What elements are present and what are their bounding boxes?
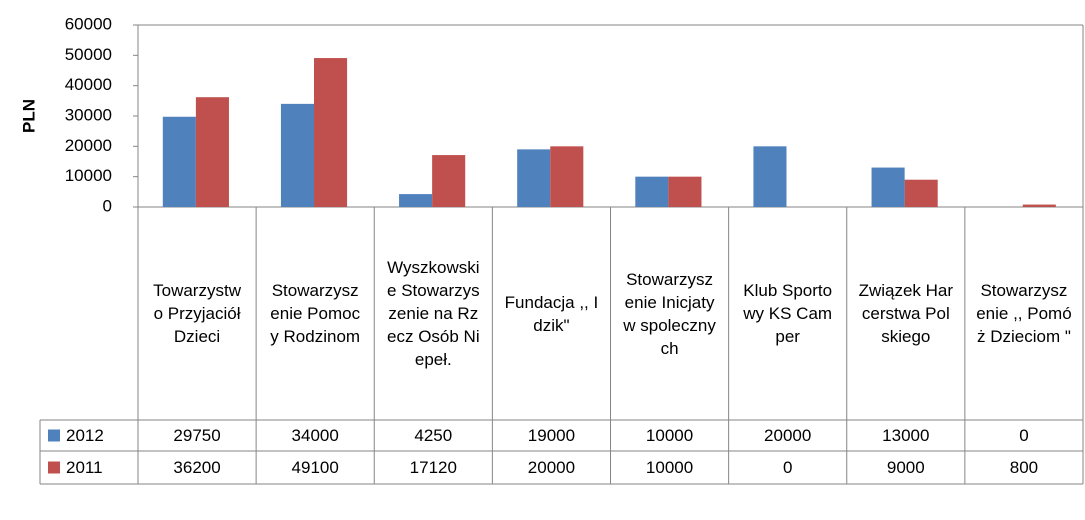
category-label: Stowarzyszenie Inicjatyw spolecznych	[623, 269, 716, 358]
category-cell: Stowarzyszenie ,, Pomóż Dzieciom "	[965, 207, 1083, 420]
category-cell: Stowarzyszenie Pomocy Rodzinom	[256, 207, 374, 420]
category-label: Stowarzyszenie Pomocy Rodzinom	[270, 281, 361, 346]
table-value: 20000	[528, 458, 575, 477]
table-value: 800	[1010, 458, 1038, 477]
category-cell: Związek Harcerstwa Polskiego	[847, 207, 965, 420]
category-cell: Wyszkowskie Stowarzyszenie na Rzecz Osób…	[374, 207, 492, 420]
table-value: 0	[783, 458, 792, 477]
y-tick-label: 30000	[65, 105, 112, 124]
category-cell: Klub Sportowy KS Camper	[729, 207, 847, 420]
legend-swatch	[48, 429, 60, 442]
category-cell: Towarzystwo Przyjaciół Dzieci	[138, 207, 256, 420]
bar	[871, 167, 905, 207]
legend-label: 2012	[66, 426, 104, 445]
category-label: Związek Harcerstwa Polskiego	[858, 281, 954, 346]
table-value: 17120	[410, 458, 457, 477]
bar	[280, 103, 315, 207]
bar	[162, 116, 196, 207]
table-value: 10000	[646, 458, 693, 477]
y-axis-label: PLN	[19, 99, 38, 133]
y-tick-label: 0	[103, 196, 112, 215]
legend-swatch	[48, 461, 60, 474]
table-value: 34000	[292, 426, 339, 445]
bar	[517, 149, 551, 207]
bar	[753, 146, 787, 207]
table-value: 13000	[882, 426, 929, 445]
table-value: 49100	[292, 458, 339, 477]
category-cell: Stowarzyszenie Inicjatyw spolecznych	[611, 207, 729, 420]
legend-label: 2011	[66, 458, 103, 477]
category-label: Wyszkowskie Stowarzyszenie na Rzecz Osób…	[387, 258, 480, 369]
bar	[635, 176, 669, 207]
table-value: 36200	[173, 458, 220, 477]
category-label: Klub Sportowy KS Camper	[743, 281, 833, 346]
bar	[668, 176, 702, 207]
bar	[550, 146, 584, 207]
table-value: 19000	[528, 426, 575, 445]
category-label: Fundacja ,, Idzik"	[504, 292, 599, 335]
table-value: 20000	[764, 426, 811, 445]
bar	[1022, 204, 1056, 207]
table-value: 9000	[887, 458, 925, 477]
category-label: Stowarzyszenie ,, Pomóż Dzieciom "	[976, 281, 1072, 346]
y-tick-label: 60000	[65, 14, 112, 33]
category-label: Towarzystwo Przyjaciół Dzieci	[153, 281, 241, 346]
y-tick-label: 50000	[65, 45, 112, 64]
y-tick-label: 40000	[65, 75, 112, 94]
table-value: 0	[1019, 426, 1028, 445]
table-value: 10000	[646, 426, 693, 445]
bar	[432, 155, 466, 207]
category-cell: Fundacja ,, Idzik"	[492, 207, 610, 420]
y-tick-label: 10000	[65, 166, 112, 185]
table-value: 29750	[173, 426, 220, 445]
bar	[399, 194, 433, 207]
bar	[904, 179, 938, 207]
table-value: 4250	[414, 426, 452, 445]
bar	[314, 58, 348, 208]
bar	[195, 97, 229, 207]
y-tick-label: 20000	[65, 136, 112, 155]
